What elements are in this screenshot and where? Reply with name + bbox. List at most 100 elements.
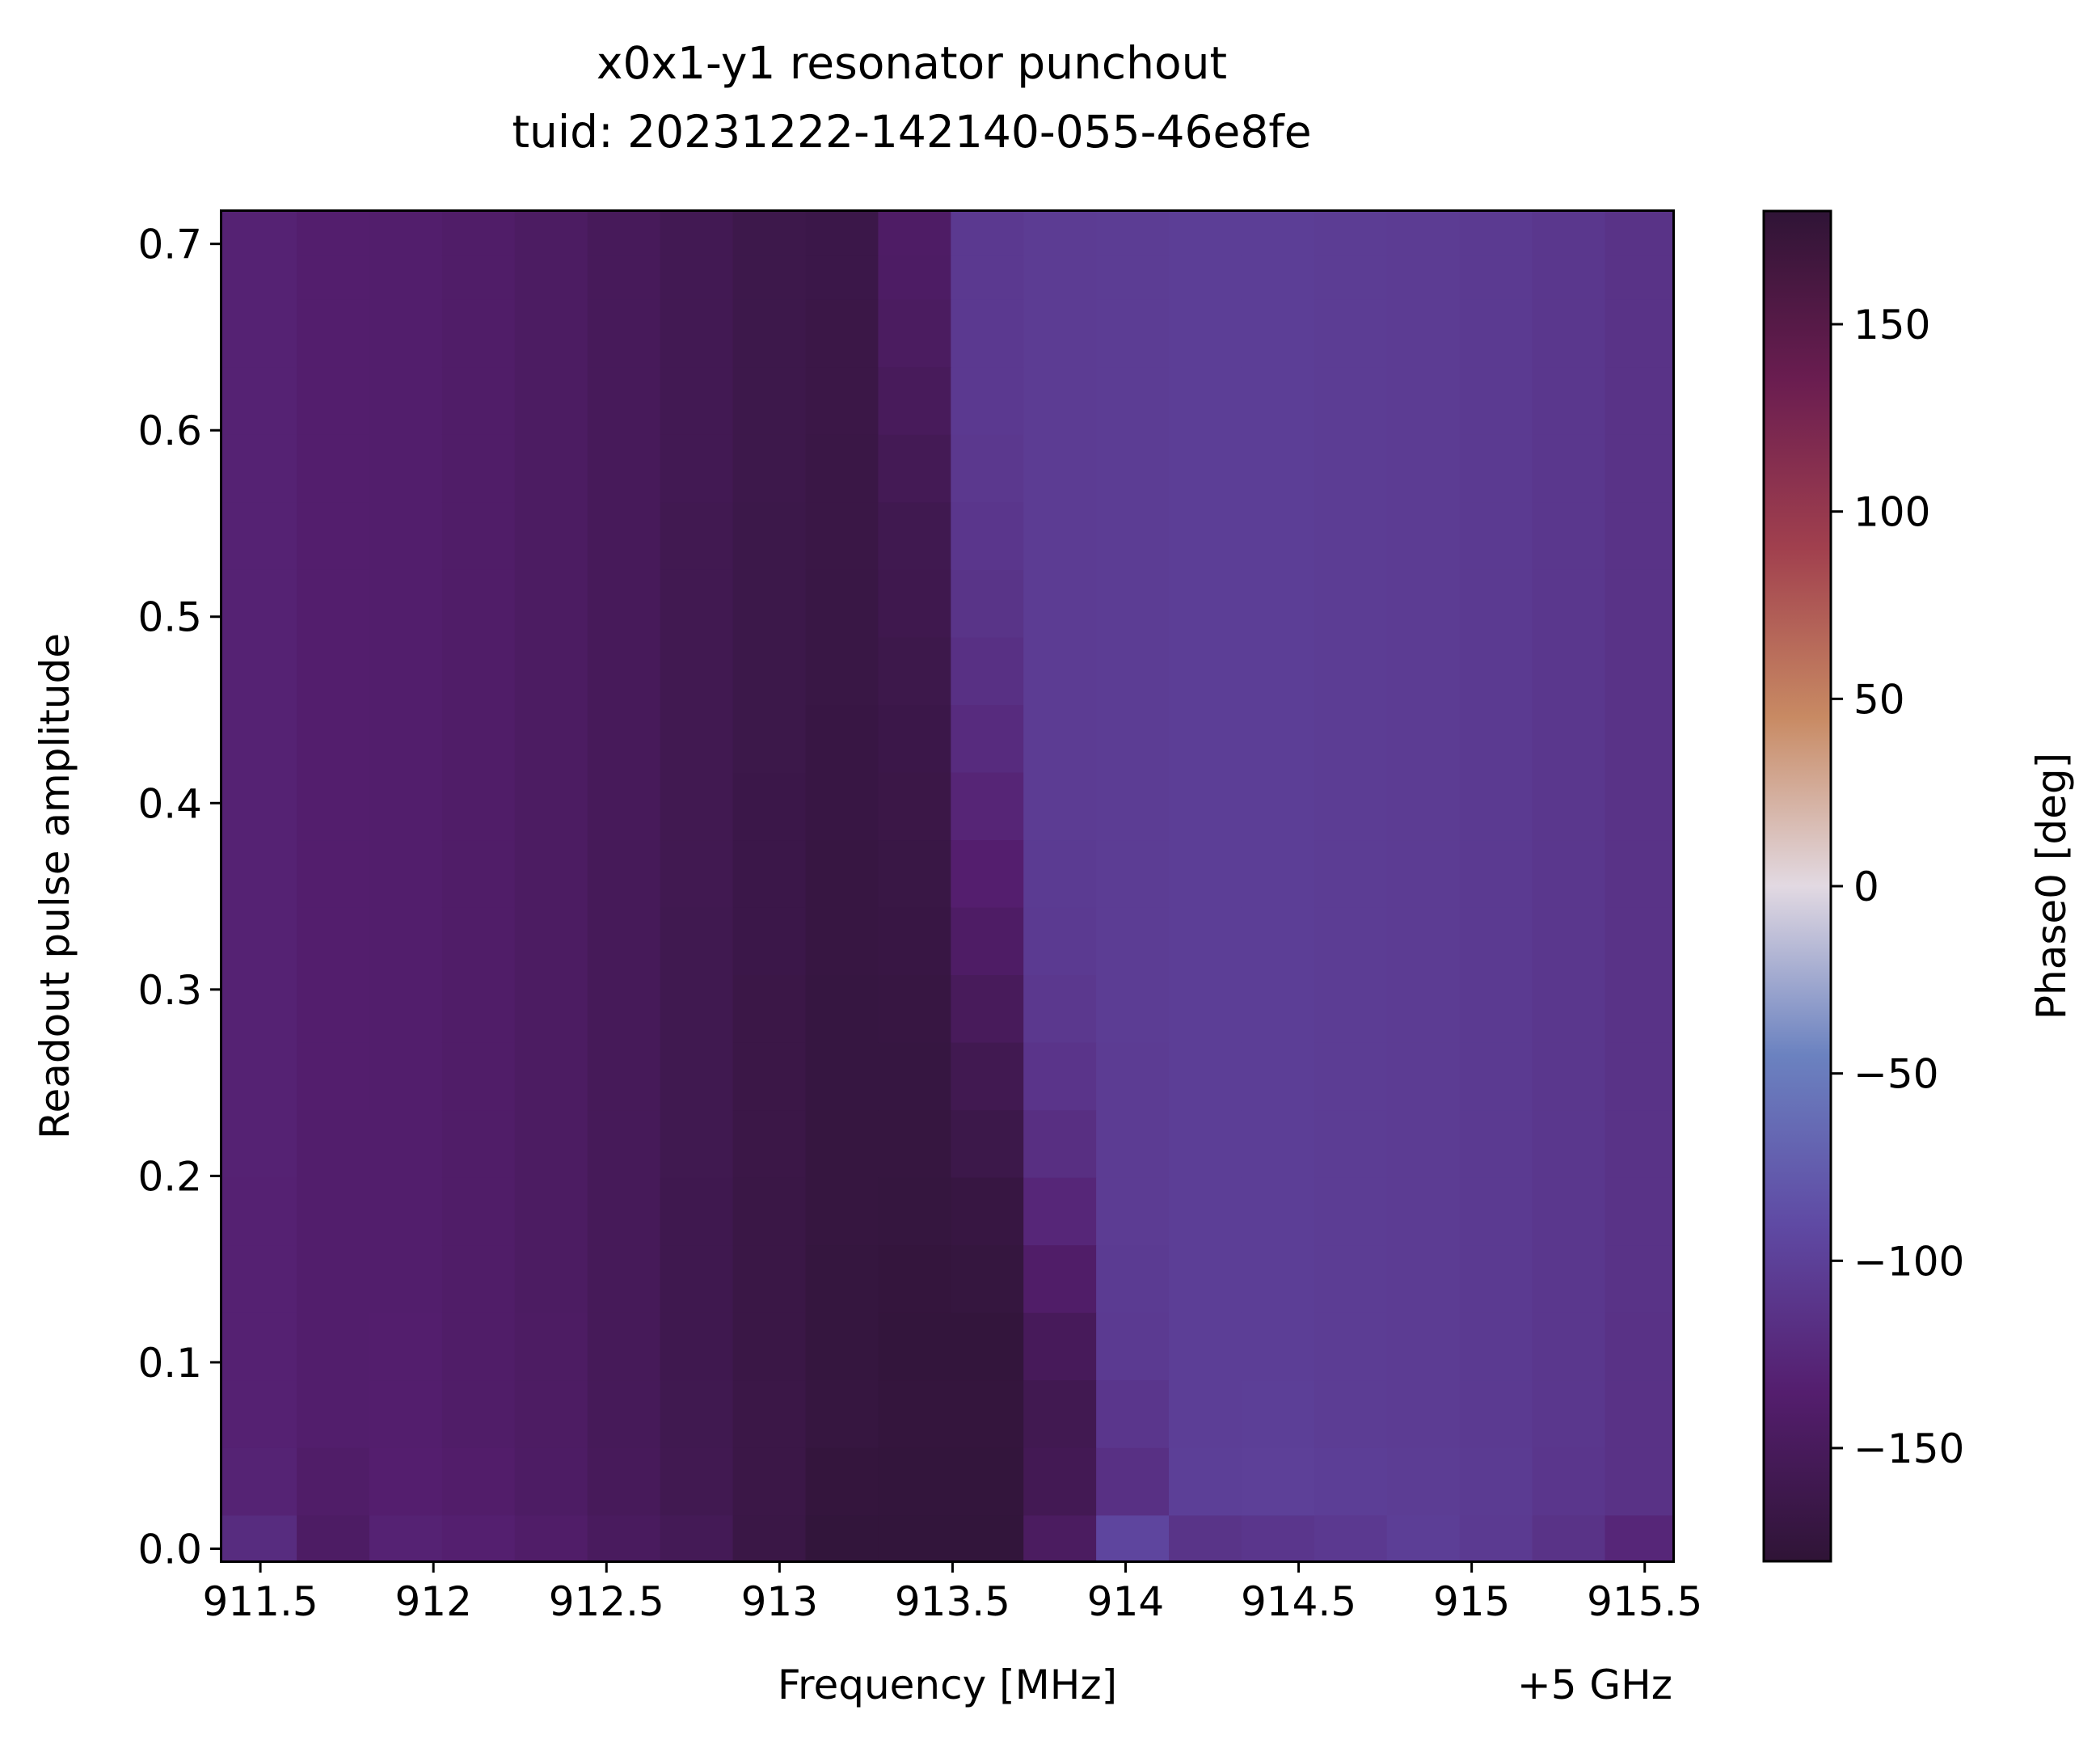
heatmap-cell [1241,839,1315,908]
heatmap-cell [369,704,443,773]
heatmap-cell [660,1177,734,1246]
heatmap-cell [1532,1379,1606,1448]
heatmap-cell [441,1514,516,1561]
heatmap-cell [805,1447,879,1516]
heatmap-cell [1314,569,1388,638]
heatmap-cell [1169,1514,1242,1561]
heatmap-cell [441,906,516,975]
heatmap-cell [1459,1042,1533,1111]
heatmap-cell [805,1514,879,1561]
heatmap-cell [222,1447,297,1516]
heatmap-cell [951,1244,1024,1313]
heatmap-cell [514,299,588,368]
heatmap-cell [1023,434,1097,503]
heatmap-cell [1386,1244,1461,1313]
heatmap-cell [951,1312,1024,1381]
heatmap-cell [1314,771,1388,841]
y-tick-label: 0.2 [137,1153,202,1200]
heatmap-cell [1096,434,1170,503]
colorbar-tick-label: −100 [1853,1238,1964,1285]
heatmap-cell [1605,1042,1673,1111]
heatmap-cell [369,1514,443,1561]
heatmap-cell [514,434,588,503]
heatmap-cell [1241,771,1315,841]
heatmap-cell [1241,1312,1315,1381]
heatmap-cell [297,366,370,435]
heatmap-cell [1532,1447,1606,1516]
heatmap-cell [1169,212,1242,255]
heatmap-cell [369,255,443,300]
heatmap-cell [805,974,879,1043]
heatmap-cell [1241,434,1315,503]
y-axis-label: Readout pulse amplitude [32,633,78,1139]
heatmap-cell [1314,906,1388,975]
heatmap-cell [1459,704,1533,773]
heatmap-cell [222,839,297,908]
heatmap-cell [1096,255,1170,300]
heatmap-cell [1459,1514,1533,1561]
heatmap-cell [441,212,516,255]
colorbar-tick-label: −50 [1853,1051,1939,1098]
heatmap-cell [587,704,661,773]
heatmap-cell [732,1514,806,1561]
heatmap-cell [1096,1514,1170,1561]
heatmap-cell [1314,1244,1388,1313]
heatmap-cell [222,501,297,570]
heatmap-cell [514,1177,588,1246]
heatmap-cell [297,1312,370,1381]
heatmap-cell [805,1244,879,1313]
heatmap-cell [660,569,734,638]
heatmap-cell [587,1514,661,1561]
heatmap-cell [1169,1177,1242,1246]
heatmap-cell [805,636,879,705]
heatmap-cell [951,839,1024,908]
heatmap-cell [1096,906,1170,975]
heatmap-cell [878,636,951,705]
heatmap-cell [1241,299,1315,368]
heatmap-cell [1314,636,1388,705]
heatmap-cell [1241,1447,1315,1516]
heatmap-cell [1169,636,1242,705]
heatmap-cell [222,771,297,841]
heatmap-cell [441,771,516,841]
heatmap-cell [1386,1514,1461,1561]
heatmap-cell [514,636,588,705]
heatmap-cell [1605,839,1673,908]
heatmap-cell [222,1177,297,1246]
heatmap-cell [732,839,806,908]
x-tick-label: 914 [1087,1578,1164,1625]
heatmap-cell [1096,1109,1170,1178]
heatmap-cell [660,1244,734,1313]
colorbar-tick-label: 100 [1853,489,1930,536]
heatmap-cell [1532,1312,1606,1381]
heatmap-cell [878,704,951,773]
heatmap-cell [951,704,1024,773]
heatmap-cell [660,636,734,705]
heatmap-cell [369,1312,443,1381]
heatmap-cell [1605,1312,1673,1381]
heatmap-cell [1241,1514,1315,1561]
heatmap-cell [1096,501,1170,570]
heatmap-cell [297,636,370,705]
heatmap-cell [1023,366,1097,435]
heatmap-cell [441,1244,516,1313]
heatmap-cell [878,299,951,368]
heatmap-cell [878,501,951,570]
heatmap-cell [1532,1514,1606,1561]
heatmap-cell [1314,255,1388,300]
heatmap-cell [878,366,951,435]
heatmap-cell [1386,299,1461,368]
heatmap-cell [297,1109,370,1178]
heatmap-cell [1386,771,1461,841]
heatmap-cell [1169,974,1242,1043]
heatmap-cell [369,974,443,1043]
colorbar-tick-label: 0 [1853,864,1879,910]
heatmap-cell [514,255,588,300]
heatmap-cell [1532,839,1606,908]
heatmap-cell [1314,1042,1388,1111]
heatmap-cell [297,1514,370,1561]
colorbar-label: Phase0 [deg] [2028,753,2075,1020]
heatmap-cell [1386,839,1461,908]
heatmap-cell [1459,501,1533,570]
heatmap-cell [1459,839,1533,908]
